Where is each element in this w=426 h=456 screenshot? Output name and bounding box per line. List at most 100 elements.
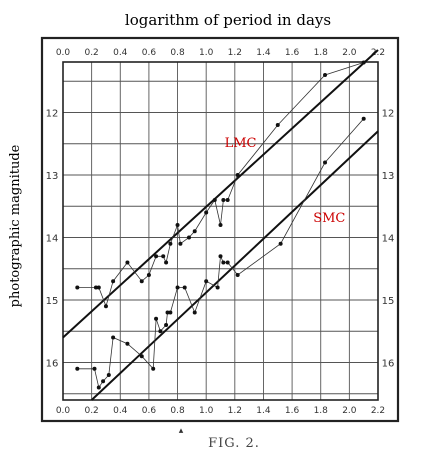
y-tick-label-left: 13 [46, 171, 59, 182]
data-point-smc [106, 373, 111, 377]
x-tick-label-top: 0.8 [170, 48, 185, 58]
x-tick-label-top: 2.0 [342, 48, 357, 58]
y-tick-label-right: 13 [382, 171, 395, 182]
data-point-lmc [111, 279, 116, 284]
x-tick-label-bottom: 1.4 [256, 406, 271, 416]
data-point-smc [225, 260, 230, 265]
x-tick-label-top: 1.0 [199, 48, 214, 58]
x-tick-label-top: 0.2 [84, 48, 98, 58]
data-point-smc [96, 385, 101, 390]
series-lmc [62, 49, 379, 339]
data-point-smc [164, 323, 169, 327]
data-point-lmc [204, 210, 209, 215]
data-point-lmc [125, 260, 130, 265]
y-tick-label-left: 14 [46, 234, 59, 245]
annotations: LMC SMC [225, 136, 346, 226]
x-tick-label-bottom: 2.2 [371, 406, 385, 416]
data-point-smc [75, 366, 80, 371]
y-tick-label-left: 16 [46, 359, 59, 370]
x-tick-label-bottom: 0.2 [84, 406, 98, 416]
annotation-smc: SMC [313, 211, 345, 226]
data-point-lmc [103, 304, 108, 309]
data-point-lmc [96, 285, 101, 290]
x-tick-label-top: 0.6 [142, 48, 157, 58]
inner-frame [62, 61, 379, 401]
x-tick-label-bottom: 2.0 [342, 406, 357, 416]
data-point-lmc [146, 273, 151, 277]
data-point-lmc [75, 285, 80, 290]
data-point-smc [165, 310, 170, 315]
y-tick-label-left: 15 [46, 296, 59, 307]
fit-line-smc [90, 130, 379, 401]
x-tick-label-bottom: 1.6 [285, 406, 300, 416]
annotation-lmc: LMC [225, 136, 257, 151]
y-tick-label-right: 12 [382, 109, 395, 120]
x-tick-label-bottom: 0.4 [113, 406, 128, 416]
data-point-lmc [187, 235, 191, 240]
data-point-smc [323, 160, 328, 165]
y-tick-label-right: 15 [382, 296, 395, 307]
x-tick-label-bottom: 0.0 [56, 406, 71, 416]
data-point-smc [215, 285, 220, 290]
data-point-smc [111, 335, 116, 340]
data-point-lmc [161, 254, 166, 259]
x-tick-label-bottom: 1.8 [314, 406, 329, 416]
grid [62, 62, 379, 400]
data-point-smc [192, 310, 197, 315]
x-tick-label-top: 1.6 [285, 48, 300, 58]
figure-caption: FIG. 2. [208, 436, 260, 451]
stray-mark: ▴ [179, 426, 184, 436]
y-tick-labels: 12 12 13 13 14 14 15 15 16 16 [46, 109, 395, 370]
y-axis-label: photographic magnitude [8, 144, 23, 307]
data-point-lmc [178, 241, 183, 246]
data-point-lmc [221, 198, 226, 202]
data-point-lmc [164, 260, 169, 265]
data-point-lmc [218, 223, 223, 227]
data-point-smc [168, 310, 173, 315]
data-point-lmc [175, 223, 180, 227]
data-point-smc [151, 366, 156, 371]
x-tick-label-top: 1.8 [314, 48, 329, 58]
data-point-smc [175, 285, 180, 290]
data-point-smc [154, 316, 159, 321]
data-point-smc [235, 273, 240, 277]
x-tick-label-bottom: 0.6 [142, 406, 157, 416]
x-tick-label-top: 1.2 [228, 48, 242, 58]
plot-frame [40, 36, 400, 423]
data-point-lmc [235, 173, 240, 177]
data-point-smc [218, 254, 223, 259]
series-smc [75, 116, 379, 401]
data-point-smc [158, 329, 163, 334]
data-point-smc [204, 279, 209, 284]
x-tick-label-top: 0.4 [113, 48, 128, 58]
x-tick-label-bottom: 0.8 [170, 406, 185, 416]
data-point-smc [221, 260, 226, 265]
fit-line-lmc [62, 49, 379, 339]
data-point-smc [361, 116, 366, 121]
y-tick-label-right: 16 [382, 359, 395, 370]
data-point-smc [139, 354, 144, 359]
data-point-smc [125, 341, 130, 346]
x-tick-label-bottom: 1.0 [199, 406, 214, 416]
x-tick-label-bottom: 1.2 [228, 406, 242, 416]
x-tick-label-top: 2.2 [371, 48, 385, 58]
data-point-lmc [168, 241, 173, 246]
data-point-lmc [212, 198, 217, 202]
x-tick-labels: 0.0 0.0 0.2 0.2 0.4 0.4 0.6 0.6 0.8 0.8 1.0 1.0 1.2 1… [56, 48, 385, 416]
data-point-lmc [139, 279, 144, 284]
data-point-smc [92, 366, 97, 371]
x-tick-label-top: 0.0 [56, 48, 71, 58]
series-layer [62, 49, 379, 401]
data-point-lmc [361, 60, 366, 65]
x-tick-label-top: 1.4 [256, 48, 271, 58]
data-point-smc [182, 285, 187, 290]
y-tick-label-right: 14 [382, 234, 395, 245]
data-point-smc [101, 379, 106, 384]
data-point-lmc [323, 73, 328, 77]
data-point-lmc [192, 229, 197, 234]
data-point-lmc [225, 198, 230, 202]
data-point-lmc [275, 123, 280, 127]
chart-title: logarithm of period in days [125, 11, 331, 29]
